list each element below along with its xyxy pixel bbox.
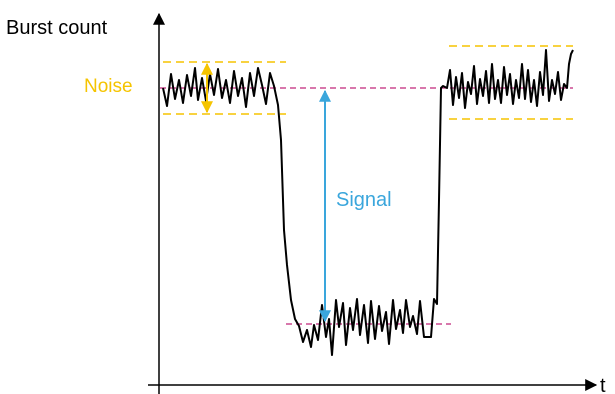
signal-label: Signal [336, 189, 392, 211]
x-axis-label: t [600, 375, 606, 394]
noise-label: Noise [84, 76, 133, 97]
y-axis-label: Burst count [6, 17, 108, 39]
signal-trace [162, 49, 574, 356]
